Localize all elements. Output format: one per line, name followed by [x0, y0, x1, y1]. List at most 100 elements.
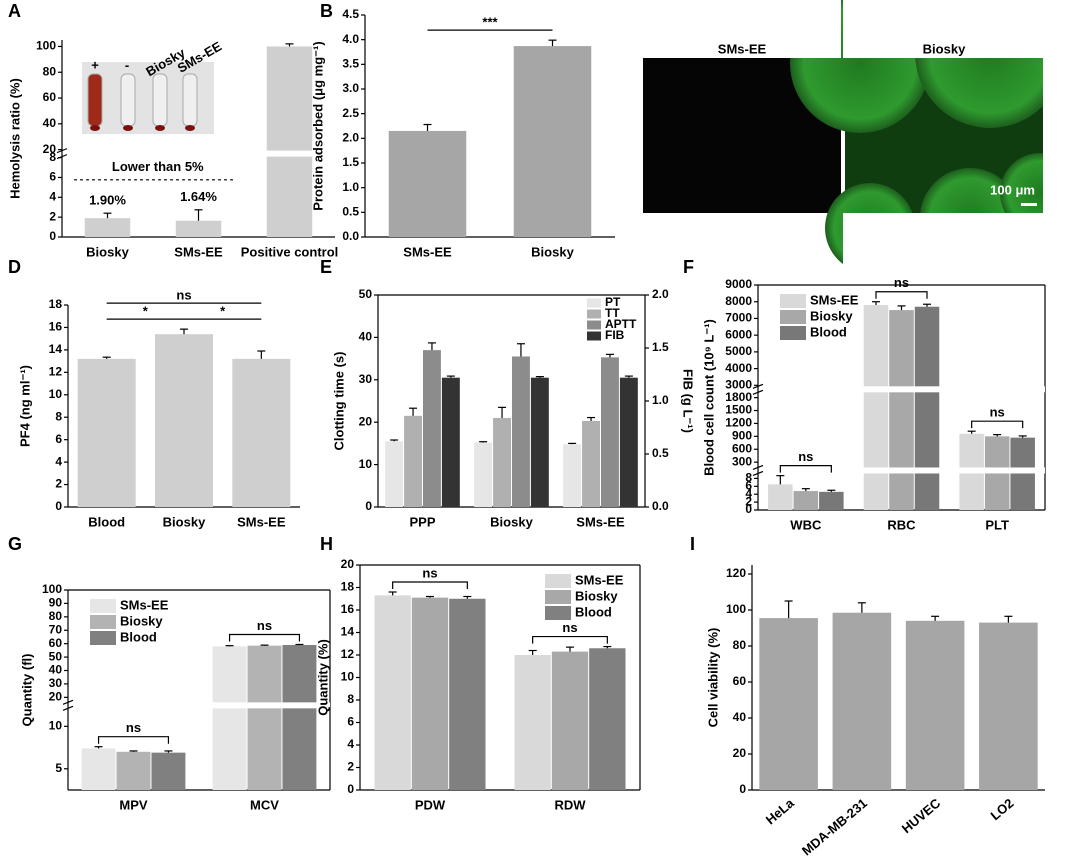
y-tick-label: 12 — [341, 647, 355, 661]
scale-bar-label: 100 μm — [990, 182, 1035, 197]
panel-letter: I — [690, 534, 695, 554]
y-tick-label: 16 — [341, 602, 355, 616]
y-tick-label: 100 — [726, 602, 746, 616]
y-tick-label: 2.5 — [342, 106, 359, 120]
x-tick-label: WBC — [790, 517, 822, 532]
legend-swatch — [780, 294, 806, 308]
y-axis-label: Clotting time (s) — [331, 352, 346, 451]
y-axis-label: Quantity (fl) — [19, 654, 34, 727]
y-tick-label: 1.0 — [342, 180, 359, 194]
x-tick-label: PPP — [409, 514, 435, 529]
y-tick-label: 5 — [55, 761, 62, 775]
bar — [979, 622, 1038, 790]
y-tick-label: 18 — [341, 580, 355, 594]
x-tick-label: MCV — [250, 797, 279, 812]
bar — [914, 306, 940, 510]
y-tick-label: 20 — [733, 746, 747, 760]
y-tick-label: 20 — [359, 414, 373, 428]
legend-label: Biosky — [810, 308, 853, 323]
panel-letter: G — [8, 534, 22, 554]
bar — [759, 618, 818, 790]
bar — [385, 441, 404, 507]
x-tick-label: SMs-EE — [403, 244, 452, 259]
value-label: 1.64% — [180, 189, 217, 204]
tube — [152, 73, 168, 127]
bar — [155, 334, 213, 507]
y2-tick-label: 0.0 — [652, 499, 669, 513]
y-tick-label: 90 — [49, 596, 63, 610]
y2-tick-label: 1.5 — [652, 340, 669, 354]
y-axis-label: Cell viability (%) — [705, 628, 720, 728]
tube-pellet — [90, 125, 100, 131]
tube — [182, 73, 198, 127]
bar — [282, 645, 317, 790]
y2-tick-label: 0.5 — [652, 446, 669, 460]
y-tick-label: 8 — [347, 692, 354, 706]
bar — [247, 645, 282, 790]
legend-label: APTT — [605, 317, 637, 331]
bar — [411, 597, 449, 790]
bar — [151, 752, 186, 790]
y-tick-label: 60 — [733, 674, 747, 688]
y-tick-label: 50 — [49, 649, 63, 663]
y-tick-label: 0.0 — [342, 229, 359, 243]
y-tick-label: 0 — [347, 782, 354, 796]
x-tick-label: MPV — [119, 797, 148, 812]
break-mark — [752, 470, 764, 477]
bar — [81, 748, 116, 790]
bar — [1010, 437, 1035, 510]
y-tick-label: 2.0 — [342, 131, 359, 145]
bar — [423, 350, 441, 507]
y-tick-label: 30 — [49, 676, 63, 690]
y-tick-label: 120 — [726, 566, 746, 580]
x-tick-label: PLT — [985, 517, 1009, 532]
y-tick-label: 2 — [49, 209, 56, 223]
bar — [563, 444, 582, 507]
y-tick-label: 0 — [745, 502, 752, 516]
y-tick-label: 300 — [732, 454, 752, 468]
y-tick-label: 3.5 — [342, 57, 359, 71]
y-tick-label: 1.5 — [342, 155, 359, 169]
legend-label: PT — [605, 295, 621, 309]
inset-label: + — [91, 57, 99, 72]
bar — [905, 620, 965, 790]
y-tick-label: 6 — [745, 478, 752, 492]
bar — [116, 751, 151, 790]
legend-label: Biosky — [575, 588, 618, 603]
significance-label: ns — [257, 618, 272, 633]
break-mark — [62, 699, 74, 705]
y-tick-label: 0 — [55, 499, 62, 513]
y-tick-label: 10 — [49, 719, 63, 733]
bar — [863, 305, 889, 510]
y-tick-label: 2 — [55, 477, 62, 491]
significance-label: ns — [894, 275, 909, 290]
legend-label: SMs-EE — [575, 572, 624, 587]
scale-bar — [1021, 203, 1037, 206]
legend-label: TT — [605, 306, 620, 320]
y-tick-label: 40 — [359, 330, 373, 344]
legend-label: SMs-EE — [120, 597, 169, 612]
y-axis-label: Quantity (%) — [315, 639, 330, 716]
legend-label: Biosky — [120, 613, 163, 628]
x-tick-label: Biosky — [163, 514, 206, 529]
y-tick-label: 4 — [49, 189, 56, 203]
y-tick-label: 0 — [739, 782, 746, 796]
bar — [84, 218, 131, 237]
bar — [449, 598, 486, 790]
y2-tick-label: 2.0 — [652, 287, 669, 301]
axis-break — [63, 150, 335, 157]
axis-break — [69, 702, 330, 709]
bar — [819, 491, 844, 510]
legend-swatch — [587, 309, 601, 319]
bar — [551, 651, 589, 790]
tube — [87, 73, 103, 127]
bar — [474, 442, 493, 507]
bar — [212, 646, 247, 790]
y2-axis-label: FIB (g L⁻¹) — [681, 369, 696, 433]
tube-pellet — [185, 125, 195, 131]
value-label: 1.90% — [89, 193, 126, 208]
significance-label: * — [143, 304, 149, 319]
x-tick-label: SMs-EE — [174, 244, 223, 259]
x-tick-label: Blood — [88, 514, 125, 529]
